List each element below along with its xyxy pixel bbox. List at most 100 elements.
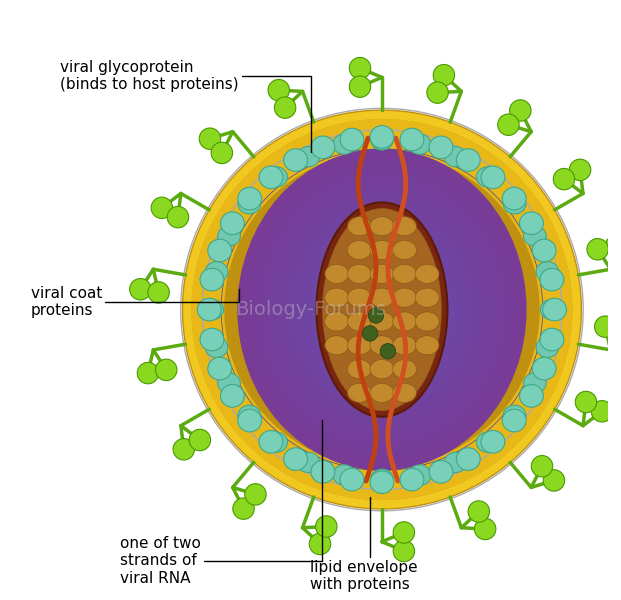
Ellipse shape [371,298,392,321]
Ellipse shape [456,149,480,172]
Ellipse shape [347,288,371,307]
Ellipse shape [456,448,480,470]
Circle shape [151,197,173,218]
Ellipse shape [541,329,563,350]
Ellipse shape [392,359,417,379]
Ellipse shape [392,336,417,355]
Ellipse shape [520,213,543,233]
Ellipse shape [401,469,424,490]
Circle shape [543,470,564,491]
Ellipse shape [503,410,525,431]
Ellipse shape [415,288,439,307]
Ellipse shape [476,432,499,452]
Ellipse shape [444,452,467,473]
Ellipse shape [279,195,485,424]
Ellipse shape [409,134,431,154]
Circle shape [427,82,448,103]
Ellipse shape [220,385,244,407]
Circle shape [594,316,616,337]
Text: one of two
strands of
viral RNA: one of two strands of viral RNA [120,419,322,586]
Circle shape [380,343,396,359]
Ellipse shape [371,130,393,150]
Ellipse shape [311,136,335,158]
Ellipse shape [218,226,240,246]
Ellipse shape [392,265,417,283]
Ellipse shape [347,383,371,403]
Ellipse shape [520,386,543,406]
Ellipse shape [333,465,355,485]
Ellipse shape [540,268,564,291]
Ellipse shape [392,217,417,236]
Ellipse shape [310,229,455,390]
Ellipse shape [541,269,563,290]
Ellipse shape [502,187,526,210]
Circle shape [553,169,574,190]
Circle shape [468,501,489,522]
Circle shape [587,239,609,260]
Ellipse shape [503,194,526,214]
Ellipse shape [238,405,261,425]
Ellipse shape [322,208,442,411]
Ellipse shape [220,212,244,235]
Circle shape [605,235,621,257]
Ellipse shape [370,336,394,355]
Circle shape [315,516,337,537]
Circle shape [245,484,266,505]
Ellipse shape [481,166,505,188]
Circle shape [575,391,597,413]
Circle shape [349,58,371,79]
Ellipse shape [289,206,475,413]
Circle shape [191,119,573,500]
Ellipse shape [536,262,559,282]
Ellipse shape [524,226,546,246]
Ellipse shape [325,288,348,307]
Ellipse shape [482,431,504,452]
Circle shape [137,362,159,384]
Ellipse shape [392,288,417,307]
Ellipse shape [238,194,261,214]
Circle shape [532,455,553,477]
Ellipse shape [370,383,394,403]
Ellipse shape [370,265,394,283]
Ellipse shape [370,125,394,148]
Ellipse shape [347,265,371,283]
Circle shape [183,110,581,509]
Ellipse shape [532,239,556,262]
Ellipse shape [370,359,394,379]
Ellipse shape [238,409,261,432]
Ellipse shape [200,328,224,351]
Ellipse shape [370,288,394,307]
Ellipse shape [320,241,444,379]
Circle shape [569,159,591,181]
Circle shape [433,64,455,86]
Ellipse shape [312,137,334,157]
Text: viral coat
proteins: viral coat proteins [30,286,239,318]
Ellipse shape [520,385,543,407]
Ellipse shape [208,239,232,262]
Ellipse shape [347,217,371,236]
Ellipse shape [284,448,307,470]
Ellipse shape [297,146,320,167]
Ellipse shape [371,127,393,147]
Ellipse shape [209,241,231,260]
Ellipse shape [536,337,559,358]
Ellipse shape [392,312,417,331]
Circle shape [224,152,540,467]
Ellipse shape [371,472,393,493]
Ellipse shape [209,358,231,379]
Ellipse shape [340,468,364,491]
Ellipse shape [198,299,220,320]
Ellipse shape [347,241,371,260]
Ellipse shape [218,373,240,394]
Ellipse shape [265,432,288,452]
Ellipse shape [201,299,224,320]
Circle shape [167,206,189,228]
Ellipse shape [238,410,261,431]
Ellipse shape [533,358,555,379]
Circle shape [268,79,289,101]
Ellipse shape [265,167,288,187]
Ellipse shape [520,212,543,235]
Circle shape [233,498,254,520]
Circle shape [613,319,621,341]
Ellipse shape [238,187,261,210]
